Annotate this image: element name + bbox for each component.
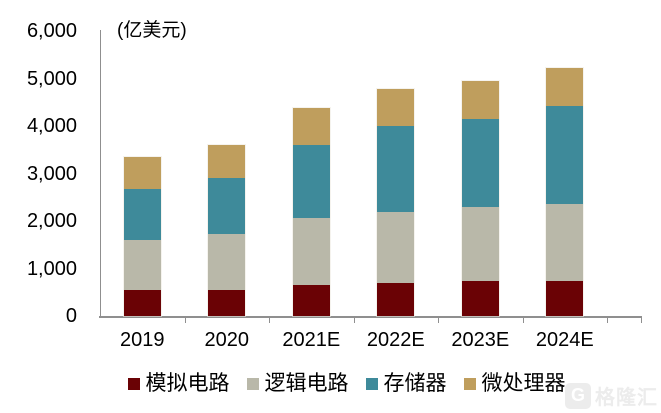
y-axis-label: 2,000 <box>26 210 77 232</box>
bar-segment-logic-circuit <box>377 211 415 283</box>
bar-segment-analog-circuit <box>208 289 246 316</box>
legend-item-logic-circuit: 逻辑电路 <box>246 372 349 395</box>
bar-segment-analog-circuit <box>461 281 499 316</box>
x-axis-label: 2023E <box>451 329 510 351</box>
bar-segment-logic-circuit <box>292 218 330 286</box>
bar-segment-logic-circuit <box>546 203 584 281</box>
gelonghui-logo-icon: G <box>565 382 591 409</box>
legend-item-analog-circuit: 模拟电路 <box>127 372 230 395</box>
y-axis-label: 1,000 <box>26 257 77 280</box>
bar-segment-analog-circuit <box>123 290 161 316</box>
x-axis-label: 2019 <box>120 329 165 351</box>
x-axis-line <box>99 316 642 318</box>
bar-segment-memory <box>123 188 161 240</box>
x-axis-label: 2022E <box>366 329 425 351</box>
legend-swatch-memory <box>365 378 378 390</box>
legend-label-logic-circuit: 逻辑电路 <box>264 372 349 395</box>
y-axis-label: 6,000 <box>26 20 77 42</box>
bar-column-2021E <box>292 108 330 316</box>
x-axis-tick <box>353 318 355 323</box>
legend-label-microprocessor: 微处理器 <box>481 372 566 395</box>
bar-segment-microprocessor <box>461 80 499 119</box>
x-axis-tick <box>269 318 270 323</box>
bar-column-2023E <box>461 80 499 316</box>
legend-swatch-analog-circuit <box>127 378 140 390</box>
bar-segment-logic-circuit <box>461 206 499 282</box>
legend-item-memory: 存储器 <box>365 372 447 395</box>
x-axis-label: 2020 <box>204 329 250 351</box>
legend-swatch-microprocessor <box>463 378 476 390</box>
watermark: G 格隆汇 <box>565 381 658 410</box>
bar-segment-logic-circuit <box>208 233 246 290</box>
bar-column-2019 <box>123 156 161 316</box>
legend-item-microprocessor: 微处理器 <box>463 372 566 395</box>
bar-segment-memory <box>377 126 415 212</box>
bar-segment-analog-circuit <box>292 285 330 316</box>
y-axis-label: 5,000 <box>26 67 77 90</box>
bar-column-2022E <box>377 89 415 316</box>
legend: 模拟电路 逻辑电路 存储器 微处理器 <box>0 373 661 395</box>
bar-segment-microprocessor <box>208 144 246 178</box>
bar-segment-analog-circuit <box>377 282 415 316</box>
legend-swatch-logic-circuit <box>246 378 259 390</box>
x-axis-tick <box>438 318 439 323</box>
bar-segment-microprocessor <box>546 67 584 107</box>
bar-column-2020 <box>208 144 246 316</box>
bar-column-2024E <box>546 67 584 316</box>
bar-segment-memory <box>461 118 499 207</box>
x-axis-tick <box>184 318 186 323</box>
y-axis-line <box>100 30 101 318</box>
x-axis-label: 2021E <box>282 329 341 351</box>
legend-label-analog-circuit: 模拟电路 <box>145 372 230 395</box>
unit-label: (亿美元) <box>117 20 187 41</box>
x-axis-tick <box>641 318 642 323</box>
x-axis-tick <box>522 318 524 323</box>
x-axis-label: 2024E <box>535 329 594 351</box>
y-axis-label: 3,000 <box>26 162 77 185</box>
y-axis-label: 4,000 <box>26 115 77 137</box>
bar-segment-logic-circuit <box>123 239 161 291</box>
watermark-text: 格隆汇 <box>595 387 658 409</box>
x-axis-tick <box>607 318 608 323</box>
legend-label-memory: 存储器 <box>383 372 447 395</box>
y-axis-label: 0 <box>65 305 77 327</box>
bar-segment-microprocessor <box>292 108 330 145</box>
bar-segment-memory <box>292 144 330 219</box>
bar-segment-memory <box>546 106 584 204</box>
bar-segment-microprocessor <box>377 89 415 127</box>
bar-segment-analog-circuit <box>546 280 584 316</box>
bar-segment-microprocessor <box>123 156 161 189</box>
watermark-logo-letter: G <box>570 385 585 405</box>
bar-segment-memory <box>208 177 246 234</box>
